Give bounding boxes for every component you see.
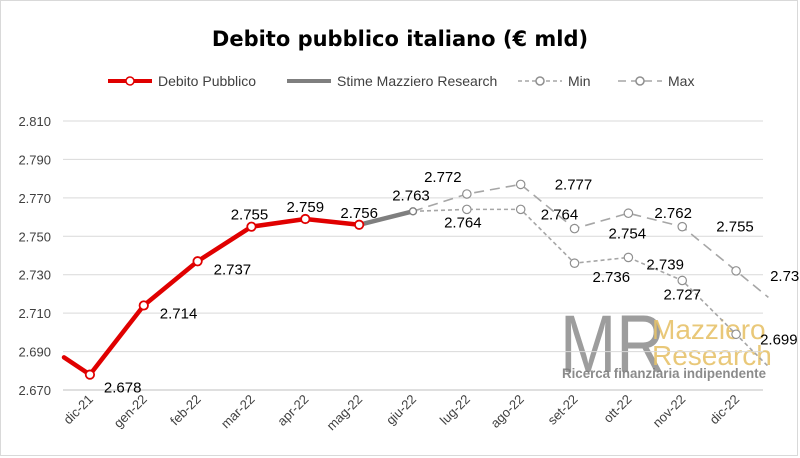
data-label: 2.759 bbox=[287, 199, 325, 216]
x-tick-label: ago-22 bbox=[488, 392, 527, 431]
x-tick-label: apr-22 bbox=[274, 392, 311, 429]
legend-label-min: Min bbox=[568, 73, 591, 89]
y-tick-label: 2.690 bbox=[18, 345, 51, 360]
logo-name-line2: Research bbox=[652, 340, 772, 371]
marker-debito-pubblico bbox=[138, 300, 149, 311]
marker-min bbox=[677, 275, 688, 286]
data-label: 2.754 bbox=[609, 226, 647, 243]
x-tick-label: dic-22 bbox=[707, 392, 743, 428]
data-label: 2.755 bbox=[716, 219, 754, 236]
data-label: 2.739 bbox=[646, 256, 684, 273]
x-axis-ticks: dic-21 gen-22 feb-22 mar-22 apr-22 mag-22 giu-… bbox=[60, 392, 742, 434]
y-tick-label: 2.770 bbox=[18, 191, 51, 206]
marker-min bbox=[623, 252, 634, 263]
marker-max bbox=[677, 221, 688, 232]
chart-title: Debito pubblico italiano (€ mld) bbox=[212, 27, 588, 51]
x-tick-label: giu-22 bbox=[383, 392, 419, 428]
marker-min bbox=[569, 258, 580, 268]
marker-stime bbox=[408, 207, 418, 216]
legend-marker-min bbox=[535, 76, 545, 86]
data-label: 2.737 bbox=[214, 261, 252, 278]
x-tick-label: mar-22 bbox=[218, 392, 258, 432]
data-label: 2.762 bbox=[654, 205, 692, 222]
grid-lines bbox=[63, 120, 763, 391]
marker-min bbox=[515, 204, 526, 215]
y-tick-label: 2.710 bbox=[18, 306, 51, 321]
marker-debito-pubblico bbox=[354, 219, 365, 230]
x-tick-label: feb-22 bbox=[167, 392, 204, 429]
legend-marker-debito bbox=[125, 76, 135, 86]
data-label: 2.763 bbox=[392, 187, 430, 204]
x-tick-label: nov-22 bbox=[650, 392, 689, 431]
data-label: 2.755 bbox=[231, 207, 269, 224]
x-tick-label: mag-22 bbox=[324, 392, 366, 434]
marker-max bbox=[623, 208, 634, 219]
legend-label-max: Max bbox=[668, 73, 694, 89]
logo-tagline: Ricerca finanziaria indipendente bbox=[562, 365, 766, 381]
x-tick-label: dic-21 bbox=[60, 392, 96, 428]
data-label: 2.736 bbox=[593, 269, 631, 286]
legend: Debito Pubblico Stime Mazziero Research Mi… bbox=[108, 73, 694, 89]
y-tick-label: 2.730 bbox=[18, 268, 51, 283]
x-tick-label: gen-22 bbox=[111, 392, 150, 431]
legend-label-debito: Debito Pubblico bbox=[158, 73, 256, 89]
data-label: 2.699 bbox=[760, 331, 798, 348]
stime-line bbox=[356, 209, 416, 228]
data-label: 2.678 bbox=[104, 380, 142, 397]
legend-label-stime: Stime Mazziero Research bbox=[337, 73, 497, 89]
y-tick-label: 2.750 bbox=[18, 229, 51, 244]
min-line bbox=[412, 208, 769, 368]
series-layer bbox=[61, 179, 769, 380]
mazziero-research-logo: MR Mazziero Research Ricerca finanziaria… bbox=[560, 299, 772, 390]
y-axis-ticks: 2.670 2.690 2.710 2.730 2.750 2.770 2.790 2.810 bbox=[18, 114, 51, 398]
marker-debito-pubblico bbox=[84, 369, 96, 380]
marker-min bbox=[462, 204, 472, 215]
x-tick-label: set-22 bbox=[544, 392, 580, 428]
marker-debito-pubblico bbox=[246, 221, 257, 232]
marker-max bbox=[462, 189, 472, 199]
data-label: 2.714 bbox=[160, 305, 198, 322]
x-tick-label: ott-22 bbox=[600, 392, 634, 426]
data-label: 2.764 bbox=[444, 214, 482, 231]
marker-min bbox=[731, 329, 741, 340]
data-label: 2.756 bbox=[340, 205, 378, 222]
x-tick-label: lug-22 bbox=[437, 392, 473, 428]
data-label: 2.727 bbox=[663, 286, 701, 303]
y-tick-label: 2.670 bbox=[18, 383, 51, 398]
max-line bbox=[412, 183, 769, 299]
legend-marker-max bbox=[635, 76, 645, 86]
marker-max bbox=[569, 223, 580, 234]
data-label: 2.772 bbox=[424, 169, 462, 186]
marker-debito-pubblico bbox=[300, 213, 311, 225]
marker-max bbox=[731, 266, 741, 276]
y-tick-label: 2.790 bbox=[18, 152, 51, 167]
data-labels: 2.678 2.714 2.737 2.755 2.759 2.756 2.763 2.764… bbox=[104, 169, 800, 397]
data-label: 2.764 bbox=[541, 206, 579, 223]
data-label: 2.732 bbox=[770, 268, 800, 285]
logo-letters: MR bbox=[560, 299, 665, 390]
logo-name-line1: Mazziero bbox=[652, 314, 766, 345]
marker-max bbox=[515, 179, 526, 190]
marker-debito-pubblico bbox=[192, 256, 203, 267]
y-tick-label: 2.810 bbox=[18, 114, 51, 129]
data-label: 2.777 bbox=[555, 176, 593, 193]
